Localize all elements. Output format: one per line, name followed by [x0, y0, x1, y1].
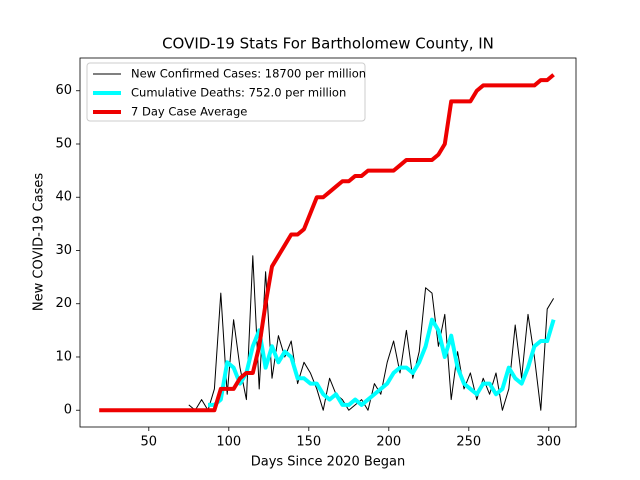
series-line [99, 73, 555, 413]
x-tick-label: 100 [216, 435, 241, 450]
legend-label: New Confirmed Cases: 18700 per million [131, 67, 366, 81]
y-tick-label: 60 [55, 83, 72, 98]
y-axis-label: New COVID-19 Cases [32, 173, 47, 311]
chart-title: COVID-19 Stats For Bartholomew County, I… [162, 35, 494, 53]
x-tick-label: 150 [296, 435, 321, 450]
y-tick-label: 50 [55, 136, 72, 151]
x-axis-label: Days Since 2020 Began [251, 455, 406, 470]
y-tick-label: 20 [55, 296, 72, 311]
legend-label: Cumulative Deaths: 752.0 per million [131, 86, 346, 100]
y-tick-label: 0 [64, 403, 72, 418]
y-tick-label: 30 [55, 243, 72, 258]
legend-label: 7 Day Case Average [131, 105, 247, 119]
x-tick-label: 250 [456, 435, 481, 450]
y-tick-label: 10 [55, 349, 72, 364]
x-tick-label: 300 [536, 435, 561, 450]
x-tick-label: 200 [376, 435, 401, 450]
x-tick-label: 50 [141, 435, 158, 450]
plot-frame [79, 57, 577, 428]
series-line [208, 317, 556, 407]
y-tick-label: 40 [55, 190, 72, 205]
legend-box [86, 62, 366, 122]
